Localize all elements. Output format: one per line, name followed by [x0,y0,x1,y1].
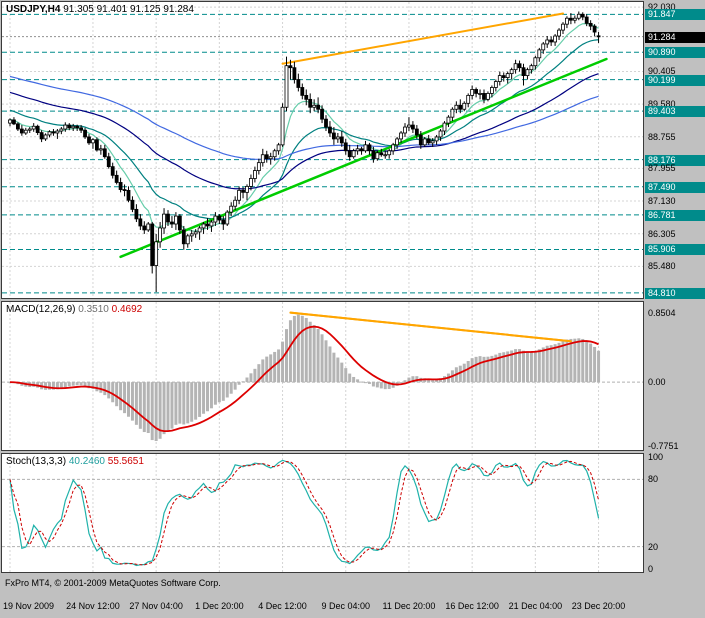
price-axis[interactable] [644,0,705,618]
price-axis-label: 87.490 [645,181,705,193]
price-chart[interactable] [2,2,643,298]
time-axis-label: 19 Nov 2009 [3,601,55,611]
copyright-notice: FxPro MT4, © 2001-2009 MetaQuotes Softwa… [5,578,221,588]
time-axis[interactable] [0,574,705,618]
main-chart-panel [1,1,644,299]
stoch-chart[interactable] [2,454,643,572]
price-axis-label: 88.176 [645,154,705,166]
stoch-name: Stoch(13,3,3) [6,456,67,467]
time-axis-label: 1 Dec 20:00 [195,601,244,611]
time-axis-label: 11 Dec 20:00 [382,601,436,611]
stoch-k-value: 40.2460 [68,456,105,467]
macd-axis-label: 0.8504 [648,307,676,318]
price-axis-label: 85.906 [645,244,705,256]
price-axis-label: 90.405 [648,66,676,77]
price-axis-label: 89.580 [648,99,676,110]
time-axis-label: 9 Dec 04:00 [321,601,371,611]
macd-indicator-label: MACD(12,26,9) 0.3510 0.4692 [6,304,142,315]
ohlc-values: 91.305 91.401 91.125 91.284 [63,4,194,15]
stoch-axis-label: 0 [648,564,654,574]
price-axis-label: 91.284 [645,31,705,43]
macd-signal-value: 0.4692 [111,304,143,315]
time-axis-label: 4 Dec 12:00 [258,601,307,611]
time-axis-label: 23 Dec 20:00 [571,601,626,611]
macd-panel [1,301,644,451]
time-axis-label: 24 Nov 12:00 [66,601,120,611]
stoch-d-value: 55.5651 [107,456,144,467]
price-axis-label: 85.480 [648,261,676,272]
price-axis-label: 86.781 [645,209,705,221]
stoch-panel [1,453,644,573]
macd-axis-label: -0.7751 [648,440,679,451]
time-axis-label: 21 Dec 04:00 [508,601,563,611]
price-axis-label: 90.199 [645,74,705,86]
price-axis-label: 89.403 [645,106,705,118]
price-axis-label: 87.130 [648,196,676,207]
price-axis-label: 88.755 [648,131,676,142]
time-axis-label: 27 Nov 04:00 [129,601,183,611]
time-axis-label: 16 Dec 12:00 [445,601,499,611]
stoch-axis-label: 80 [648,474,659,485]
chart-title: USDJPY,H4 91.305 91.401 91.125 91.284 [6,4,194,15]
macd-chart[interactable] [2,302,643,450]
price-axis-label: 87.955 [648,163,676,174]
stoch-axis-label: 100 [648,452,664,462]
price-axis-label: 86.305 [648,228,676,239]
stoch-axis-label: 20 [648,541,659,552]
macd-main-value: 0.3510 [78,304,109,315]
stoch-indicator-label: Stoch(13,3,3) 40.2460 55.5651 [6,456,144,467]
price-axis-label: 91.847 [645,9,705,21]
price-axis-label: 92.030 [648,2,676,13]
price-axis-label: 90.890 [645,47,705,59]
macd-axis-label: 0.00 [648,377,666,388]
price-axis-label: 84.810 [645,287,705,299]
macd-name: MACD(12,26,9) [6,304,76,315]
symbol-timeframe-label: USDJPY,H4 [6,4,61,15]
